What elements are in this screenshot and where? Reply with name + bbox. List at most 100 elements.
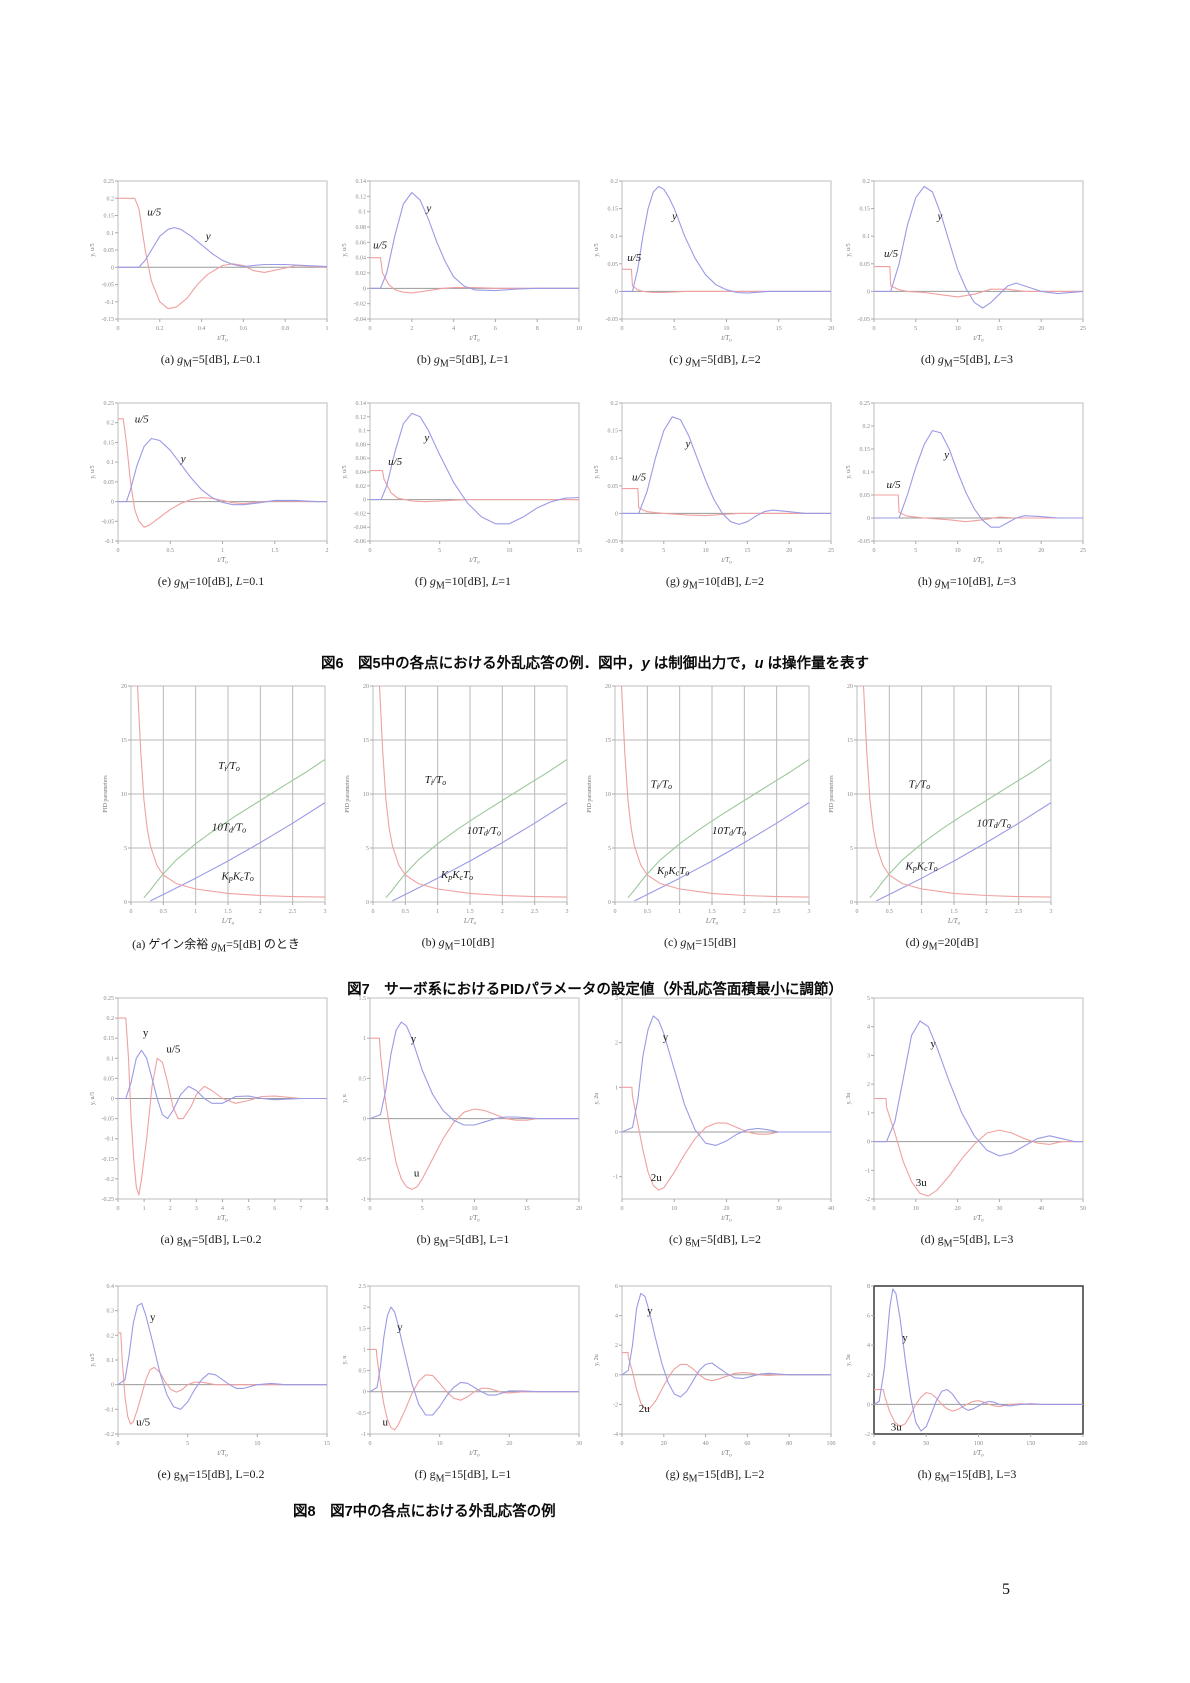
svg-text:10: 10 [576, 326, 582, 332]
svg-text:-4: -4 [613, 1432, 618, 1438]
svg-text:L/To: L/To [462, 917, 476, 927]
svg-text:0.02: 0.02 [356, 484, 367, 490]
svg-text:40: 40 [1038, 1206, 1044, 1212]
svg-text:0: 0 [613, 909, 616, 915]
svg-text:1.5: 1.5 [950, 909, 958, 915]
svg-text:t/To: t/To [721, 1449, 732, 1459]
svg-text:15: 15 [996, 326, 1002, 332]
svg-text:3: 3 [195, 1206, 198, 1212]
svg-text:2: 2 [984, 909, 987, 915]
svg-text:-0.05: -0.05 [606, 317, 619, 323]
svg-text:-0.15: -0.15 [102, 317, 115, 323]
svg-text:0: 0 [621, 326, 624, 332]
svg-text:4: 4 [867, 1025, 870, 1031]
svg-text:0: 0 [873, 1441, 876, 1447]
svg-text:2: 2 [867, 1082, 870, 1088]
figure6-subplot-a: 0 0.2 0.4 0.6 0.8 1 0.25 0.2 0.15 0.1 0.05 0 -0.05 -0… [85, 173, 337, 369]
figure7-caption: 図7 サーボ系におけるPIDパラメータの設定値（外乱応答面積最小に調節） [347, 982, 843, 998]
svg-text:20: 20 [661, 1441, 667, 1447]
svg-text:20: 20 [828, 326, 834, 332]
svg-text:-0.04: -0.04 [354, 526, 367, 532]
svg-text:15: 15 [605, 738, 611, 744]
svg-text:1: 1 [363, 1347, 366, 1353]
svg-text:0.05: 0.05 [860, 493, 871, 499]
svg-text:2: 2 [615, 1343, 618, 1349]
svg-text:0.05: 0.05 [860, 262, 871, 268]
svg-text:10: 10 [254, 1441, 260, 1447]
svg-text:0.15: 0.15 [104, 1036, 115, 1042]
svg-text:2: 2 [326, 548, 329, 554]
svg-text:0: 0 [111, 1383, 114, 1389]
svg-text:-0.04: -0.04 [354, 317, 367, 323]
svg-text:2.5: 2.5 [772, 909, 780, 915]
svg-text:2: 2 [742, 909, 745, 915]
chart-fig8g: 0 20 40 60 80 100 6 4 2 0 -2 -4 t/To y, 2u y 2u [590, 1278, 840, 1460]
caption-fig6a: (a) gM=5[dB], L=0.1 [160, 352, 262, 370]
caption-fig6h: (h) gM=10[dB], L=3 [917, 574, 1017, 592]
svg-text:4: 4 [452, 326, 455, 332]
caption-fig7d: (d) gM=20[dB] [905, 935, 979, 953]
svg-text:0.14: 0.14 [356, 401, 367, 407]
svg-text:0.2: 0.2 [611, 401, 619, 407]
figure6-caption: 図6 図5中の各点における外乱応答の例．図中，y は制御出力で，u は操作量を表… [320, 656, 870, 672]
chart-fig6g: 0 5 10 15 20 25 0.2 0.15 0.1 0.05 0 -0.05 t/To y, u/5… [590, 395, 840, 567]
svg-text:t/To: t/To [721, 334, 732, 344]
svg-text:y: y [902, 1332, 908, 1344]
caption-fig6e: (e) gM=10[dB], L=0.1 [157, 574, 265, 592]
svg-text:150: 150 [1026, 1441, 1035, 1447]
caption-fig6b: (b) gM=5[dB], L=1 [416, 352, 510, 370]
chart-fig8c: 0 10 20 30 40 3 2 1 0 -1 t/To y, 2u y 2u [590, 990, 840, 1225]
caption-fig8g: (g) gM=15[dB], L=2 [665, 1467, 765, 1485]
figure7-subplot-c: 0 0.5 1 1.5 2 2.5 3 0 5 10 15 20 L/To PID parameters T… [579, 678, 821, 954]
svg-text:y, u: y, u [342, 1356, 348, 1365]
svg-text:8: 8 [867, 1284, 870, 1290]
figure6-subplot-g: 0 5 10 15 20 25 0.2 0.15 0.1 0.05 0 -0.05 t/To y, u/5… [589, 395, 841, 591]
svg-text:8: 8 [326, 1206, 329, 1212]
svg-text:KpKcTo: KpKcTo [220, 870, 253, 883]
svg-text:0: 0 [111, 1097, 114, 1103]
svg-text:0: 0 [867, 1140, 870, 1146]
svg-text:5: 5 [124, 846, 127, 852]
svg-text:0: 0 [111, 500, 114, 506]
chart-fig8e: 0 5 10 15 0.4 0.3 0.2 0.1 0 -0.1 -0.2 t/To y, u/5 y u/… [86, 1278, 336, 1460]
svg-text:0.04: 0.04 [356, 470, 367, 476]
svg-text:-0.05: -0.05 [102, 283, 115, 289]
svg-text:0.2: 0.2 [611, 179, 619, 185]
svg-text:u/5: u/5 [147, 207, 162, 219]
svg-text:y, u/5: y, u/5 [846, 243, 852, 256]
svg-text:1: 1 [221, 548, 224, 554]
svg-text:0.25: 0.25 [104, 401, 115, 407]
svg-text:10Td/To: 10Td/To [466, 825, 500, 838]
svg-text:0.15: 0.15 [608, 207, 619, 213]
svg-text:0.06: 0.06 [356, 240, 367, 246]
svg-text:u/5: u/5 [884, 248, 899, 260]
svg-text:0.1: 0.1 [863, 470, 871, 476]
svg-text:1: 1 [678, 909, 681, 915]
svg-text:y: y [937, 211, 943, 223]
svg-text:-1: -1 [865, 1168, 870, 1174]
figure8-subplot-a: 0 1 2 3 4 5 6 7 8 0.25 0.2 0.15 0.1 0.05 0 -0.05 -0.1 -0.… [85, 990, 337, 1249]
svg-text:0.14: 0.14 [356, 179, 367, 185]
svg-text:0: 0 [117, 326, 120, 332]
svg-text:3: 3 [807, 909, 810, 915]
svg-text:25: 25 [828, 548, 834, 554]
svg-text:5: 5 [662, 548, 665, 554]
svg-text:0.05: 0.05 [104, 480, 115, 486]
svg-text:2.5: 2.5 [288, 909, 296, 915]
svg-text:15: 15 [524, 1206, 530, 1212]
svg-text:u: u [383, 1417, 389, 1429]
svg-text:0.1: 0.1 [359, 210, 367, 216]
svg-text:5: 5 [914, 326, 917, 332]
svg-text:5: 5 [421, 1206, 424, 1212]
svg-text:y, u/5: y, u/5 [90, 1092, 96, 1105]
svg-text:PID parameters: PID parameters [345, 775, 351, 813]
svg-text:0: 0 [867, 516, 870, 522]
svg-text:2: 2 [363, 1305, 366, 1311]
svg-text:20: 20 [786, 548, 792, 554]
svg-text:0: 0 [873, 548, 876, 554]
svg-text:0: 0 [867, 289, 870, 295]
svg-text:5: 5 [914, 548, 917, 554]
svg-text:80: 80 [786, 1441, 792, 1447]
svg-text:1: 1 [436, 909, 439, 915]
svg-text:20: 20 [1038, 548, 1044, 554]
